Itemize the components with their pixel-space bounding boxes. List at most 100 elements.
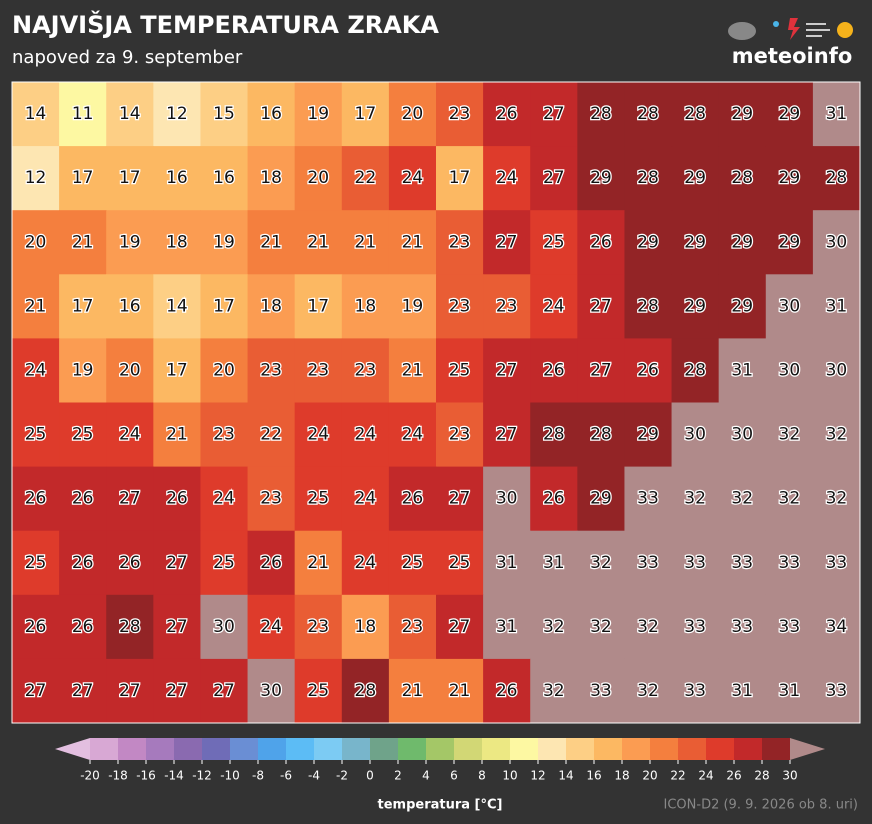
temperature-cell <box>812 530 861 596</box>
colorbar-tick-label: 18 <box>614 769 629 783</box>
temperature-cell <box>436 338 484 403</box>
temperature-value: 26 <box>402 489 424 509</box>
temperature-value: 27 <box>496 425 518 445</box>
temperature-cell <box>718 210 767 275</box>
temperature-cell <box>59 338 107 403</box>
colorbar-tick-label: 12 <box>530 769 545 783</box>
temperature-value: 28 <box>543 425 565 445</box>
temperature-cell <box>624 82 673 147</box>
temperature-cell <box>577 146 625 211</box>
temperature-value: 28 <box>590 104 612 124</box>
temperature-value: 23 <box>449 104 471 124</box>
temperature-value: 25 <box>307 681 329 701</box>
temperature-value: 21 <box>307 553 329 573</box>
temperature-cell <box>153 402 201 468</box>
temperature-cell <box>765 146 814 211</box>
temperature-cell <box>200 146 249 211</box>
temperature-value: 24 <box>355 553 377 573</box>
temperature-value: 27 <box>543 104 565 124</box>
temperature-cell <box>106 466 154 532</box>
temperature-cell <box>718 402 767 468</box>
temperature-value: 21 <box>402 232 424 252</box>
temperature-value: 18 <box>260 168 282 188</box>
temperature-cell <box>294 210 343 275</box>
temperature-value: 16 <box>260 104 282 124</box>
temperature-cell <box>718 594 767 660</box>
temperature-value: 30 <box>731 425 753 445</box>
temperature-value: 26 <box>496 104 518 124</box>
temperature-cell <box>483 530 531 596</box>
temperature-cell <box>530 658 578 724</box>
temperature-cell <box>577 658 625 724</box>
colorbar-tick-label: -14 <box>164 769 184 783</box>
temperature-cell <box>388 530 437 596</box>
temperature-value: 16 <box>119 296 141 316</box>
temperature-value: 24 <box>402 168 424 188</box>
temperature-value: 23 <box>260 489 282 509</box>
colorbar-band <box>174 738 203 760</box>
temperature-cell <box>247 338 296 403</box>
temperature-cell <box>812 402 861 468</box>
temperature-cell <box>812 658 861 724</box>
temperature-cell <box>12 274 60 339</box>
colorbar-band <box>286 738 315 760</box>
colorbar-tick-label: 6 <box>450 769 458 783</box>
temperature-cell <box>671 466 720 532</box>
temperature-cell <box>671 82 720 147</box>
temperature-value: 25 <box>307 489 329 509</box>
colorbar-band <box>90 738 119 760</box>
temperature-cell <box>388 82 437 147</box>
temperature-cell <box>530 338 578 403</box>
temperature-cell <box>624 594 673 660</box>
temperature-cell <box>12 594 60 660</box>
temperature-cell <box>341 210 390 275</box>
temperature-value: 32 <box>826 489 848 509</box>
temperature-value: 29 <box>731 104 753 124</box>
temperature-value: 32 <box>590 553 612 573</box>
colorbar-band <box>202 738 231 760</box>
temperature-value: 29 <box>684 232 706 252</box>
temperature-cell <box>59 146 107 211</box>
temperature-cell <box>388 402 437 468</box>
temperature-value: 14 <box>25 104 47 124</box>
temperature-cell <box>624 658 673 724</box>
temperature-cell <box>577 594 625 660</box>
temperature-cell <box>341 530 390 596</box>
temperature-value: 33 <box>590 681 612 701</box>
temperature-cell <box>718 466 767 532</box>
colorbar-tick-label: -6 <box>280 769 292 783</box>
temperature-cell <box>106 210 154 275</box>
temperature-value: 25 <box>449 553 471 573</box>
temperature-value: 29 <box>684 168 706 188</box>
temperature-value: 32 <box>637 617 659 637</box>
temperature-cell <box>294 146 343 211</box>
temperature-cell <box>718 338 767 403</box>
temperature-cell <box>388 594 437 660</box>
temperature-value: 24 <box>260 617 282 637</box>
temperature-cell <box>624 338 673 403</box>
temperature-value: 21 <box>260 232 282 252</box>
temperature-value: 31 <box>731 360 753 380</box>
temperature-value: 23 <box>496 296 518 316</box>
temperature-cell <box>530 82 578 147</box>
colorbar-tick-label: 22 <box>670 769 685 783</box>
colorbar-band <box>734 738 763 760</box>
source: ICON-D2 (9. 9. 2026 ob 8. uri) <box>664 798 858 813</box>
temperature-cell <box>436 274 484 339</box>
temperature-cell <box>106 338 154 403</box>
temperature-cell <box>436 210 484 275</box>
temperature-cell <box>106 658 154 724</box>
temperature-cell <box>624 530 673 596</box>
temperature-value: 21 <box>355 232 377 252</box>
temperature-value: 27 <box>449 617 471 637</box>
temperature-cell <box>765 402 814 468</box>
colorbar-label: temperatura [°C] <box>378 798 503 813</box>
title: NAJVIŠJA TEMPERATURA ZRAKA <box>12 9 439 39</box>
colorbar-tick-label: 10 <box>502 769 517 783</box>
temperature-value: 32 <box>543 617 565 637</box>
temperature-value: 23 <box>449 232 471 252</box>
temperature-value: 29 <box>779 232 801 252</box>
colorbar-over <box>790 738 825 760</box>
temperature-value: 20 <box>213 360 235 380</box>
temperature-cell <box>577 82 625 147</box>
